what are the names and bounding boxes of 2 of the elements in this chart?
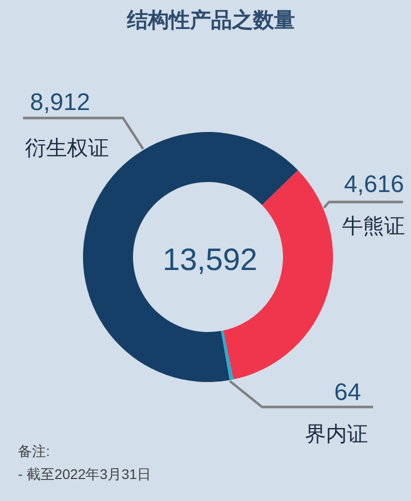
center-total: 13,592 (162, 242, 258, 277)
title: 结构性产品之数量 (127, 9, 295, 32)
